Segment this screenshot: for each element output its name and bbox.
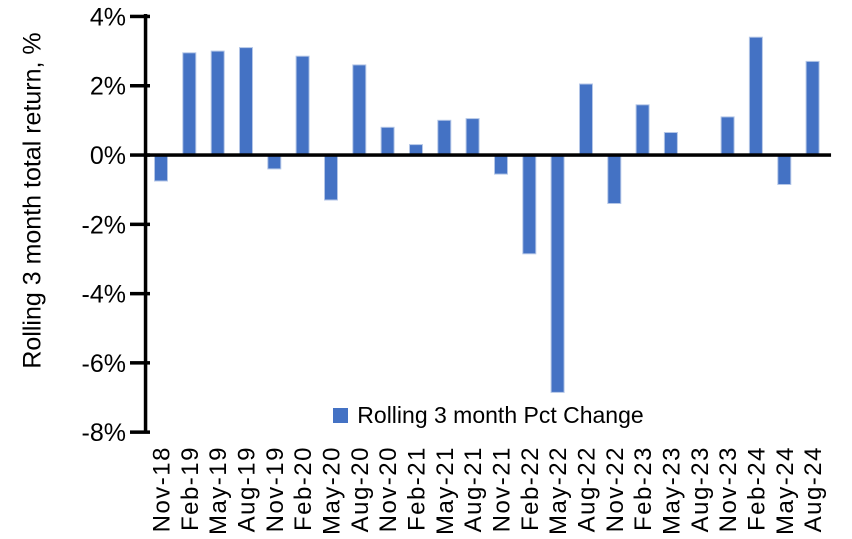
x-axis-label-Aug-22: Aug-22 — [574, 446, 601, 532]
x-axis-label-Feb-23: Feb-23 — [630, 446, 657, 531]
bar-May-20 — [324, 154, 338, 201]
y-tick — [130, 14, 150, 19]
bar-Nov-20 — [380, 126, 395, 156]
bar-Aug-24 — [805, 60, 820, 156]
x-axis-label-Nov-18: Nov-18 — [149, 446, 176, 532]
x-axis-label-Feb-24: Feb-24 — [743, 446, 770, 531]
x-axis-label-Aug-19: Aug-19 — [234, 446, 261, 532]
y-axis-title-text: Rolling 3 month total return, % — [18, 31, 47, 369]
bar-May-19 — [210, 50, 225, 156]
x-axis-label-Aug-23: Aug-23 — [687, 446, 714, 532]
x-axis-label-Nov-19: Nov-19 — [262, 446, 289, 532]
y-tick-label: 0% — [90, 142, 126, 170]
y-tick-label: 4% — [90, 3, 126, 31]
bar-Nov-18 — [154, 154, 168, 182]
bar-Nov-22 — [607, 154, 622, 204]
y-tick — [130, 291, 150, 296]
bar-May-23 — [663, 132, 678, 156]
bar-Aug-22 — [579, 83, 593, 156]
x-axis-label-May-20: May-20 — [319, 446, 346, 535]
x-axis-label-Nov-21: Nov-21 — [489, 446, 516, 532]
x-axis-zero-line — [143, 153, 832, 157]
bar-Feb-24 — [748, 36, 763, 156]
x-axis-label-May-24: May-24 — [772, 446, 799, 535]
legend-label: Rolling 3 month Pct Change — [357, 401, 644, 428]
x-axis-label-Aug-21: Aug-21 — [460, 446, 487, 532]
bar-Feb-23 — [635, 104, 650, 156]
y-tick-label: -8% — [82, 419, 126, 447]
y-tick — [130, 222, 150, 227]
bar-Feb-22 — [522, 154, 537, 255]
x-axis-label-Feb-22: Feb-22 — [517, 446, 544, 531]
legend-marker-icon — [333, 407, 349, 423]
bar-Aug-21 — [465, 118, 480, 156]
x-axis-label-Nov-22: Nov-22 — [602, 446, 629, 532]
legend: Rolling 3 month Pct Change — [146, 401, 831, 429]
bar-May-22 — [550, 154, 565, 393]
y-tick-label: 2% — [90, 73, 126, 101]
x-axis-label-May-19: May-19 — [205, 446, 232, 535]
bar-Nov-21 — [494, 154, 508, 175]
y-tick-label: -6% — [82, 350, 126, 378]
x-axis-label-Nov-20: Nov-20 — [375, 446, 402, 532]
x-axis-label-Aug-20: Aug-20 — [347, 446, 374, 532]
x-axis-label-May-21: May-21 — [432, 446, 459, 535]
bar-Nov-19 — [267, 154, 282, 170]
bar-Feb-20 — [295, 55, 310, 156]
bar-May-24 — [777, 154, 792, 185]
y-axis-line — [143, 14, 148, 433]
y-tick — [130, 153, 150, 157]
y-axis-title: Rolling 3 month total return, % — [6, 0, 60, 400]
x-axis-label-Feb-21: Feb-21 — [404, 446, 431, 531]
x-axis-label-Feb-19: Feb-19 — [177, 446, 204, 531]
x-axis-label-Aug-24: Aug-24 — [800, 446, 827, 532]
bar-Aug-20 — [352, 64, 367, 156]
x-axis-label-Nov-23: Nov-23 — [715, 446, 742, 532]
bar-Nov-23 — [720, 116, 735, 156]
x-axis-label-May-23: May-23 — [658, 446, 685, 535]
bar-Feb-19 — [182, 52, 197, 156]
y-tick — [130, 361, 150, 365]
y-tick-label: -2% — [82, 211, 126, 239]
y-tick — [130, 84, 150, 88]
bar-Aug-19 — [239, 47, 253, 156]
x-axis-label-May-22: May-22 — [545, 446, 572, 535]
y-tick-label: -4% — [82, 281, 126, 309]
y-tick — [130, 430, 150, 434]
bar-May-21 — [437, 119, 452, 156]
x-axis-label-Feb-20: Feb-20 — [290, 446, 317, 531]
